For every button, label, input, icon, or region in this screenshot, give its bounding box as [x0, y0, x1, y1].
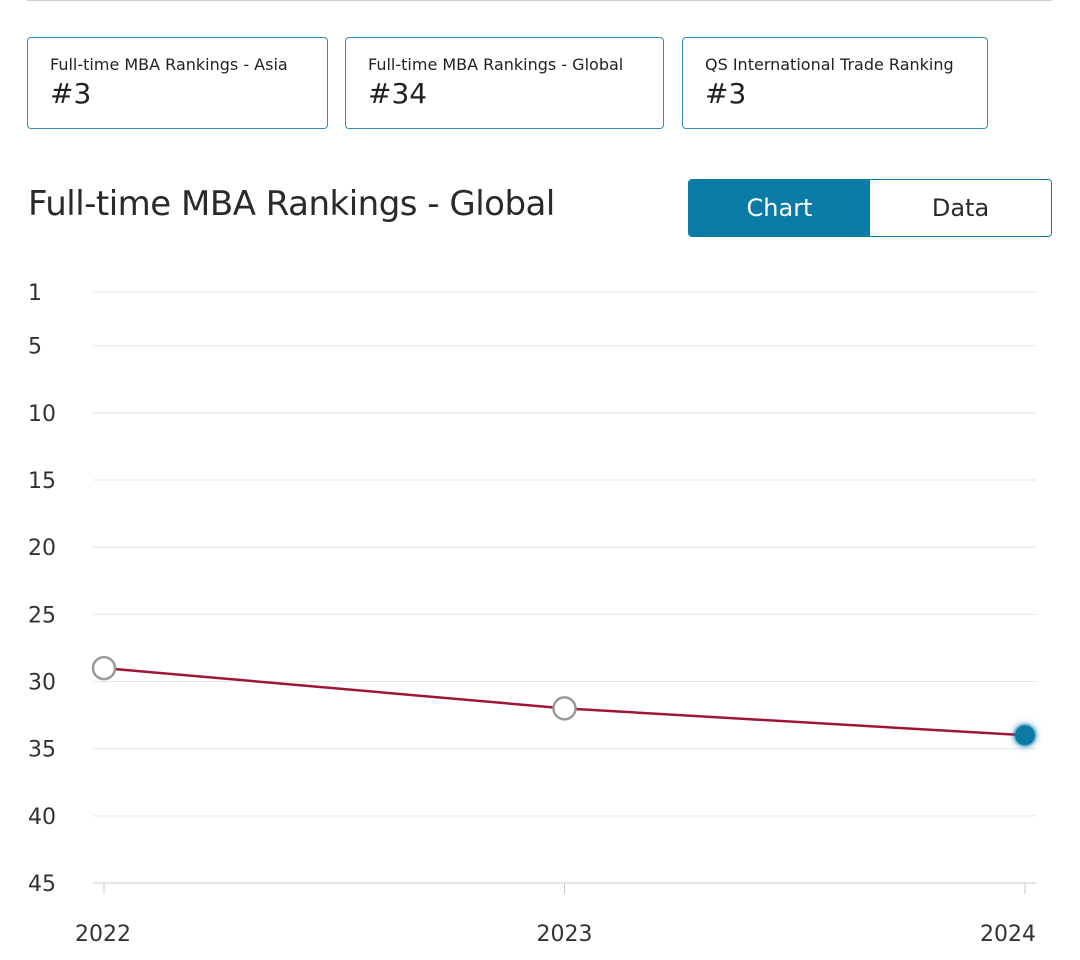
x-tick-label: 2024 — [980, 922, 1036, 947]
view-toggle: Chart Data — [688, 179, 1052, 237]
y-tick-label: 40 — [28, 805, 56, 830]
ranking-card-trade[interactable]: QS International Trade Ranking #3 — [682, 37, 988, 129]
y-tick-label: 20 — [28, 536, 56, 561]
card-label: Full-time MBA Rankings - Global — [368, 55, 624, 74]
y-tick-label: 45 — [28, 872, 56, 897]
y-tick-label: 30 — [28, 671, 56, 696]
ranking-card-asia[interactable]: Full-time MBA Rankings - Asia #3 — [27, 37, 328, 129]
y-tick-label: 15 — [28, 469, 56, 494]
x-tick-label: 2022 — [75, 922, 131, 947]
y-tick-label: 10 — [28, 402, 56, 427]
card-value: #3 — [50, 77, 92, 110]
ranking-card-global[interactable]: Full-time MBA Rankings - Global #34 — [345, 37, 664, 129]
data-point-highlighted — [1015, 725, 1035, 746]
data-point — [91, 655, 117, 681]
top-divider — [27, 0, 1052, 1]
data-point — [552, 696, 577, 721]
y-tick-label: 25 — [28, 603, 56, 628]
y-tick-label: 1 — [28, 281, 42, 306]
chart-tab-button[interactable]: Chart — [689, 180, 870, 236]
card-label: QS International Trade Ranking — [705, 55, 954, 74]
card-label: Full-time MBA Rankings - Asia — [50, 55, 288, 74]
y-tick-label: 35 — [28, 738, 56, 763]
data-tab-button[interactable]: Data — [870, 180, 1051, 236]
card-value: #34 — [368, 77, 428, 110]
y-tick-label: 5 — [28, 335, 42, 360]
x-tick-label: 2023 — [537, 922, 593, 947]
chart-title: Full-time MBA Rankings - Global — [28, 184, 555, 224]
card-value: #3 — [705, 77, 747, 110]
